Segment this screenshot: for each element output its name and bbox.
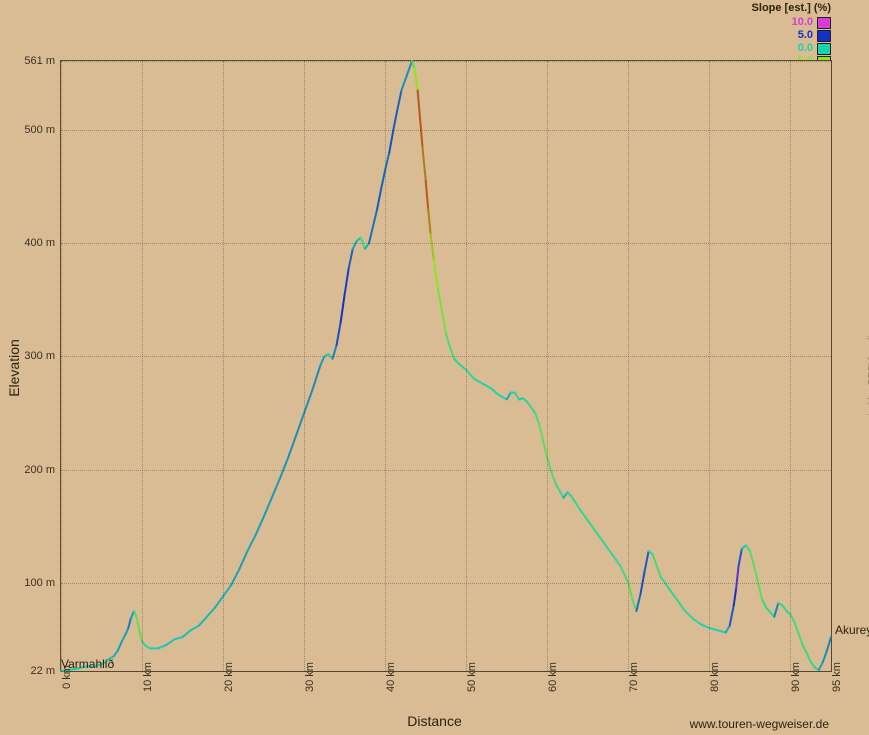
y-tick-label: 300 m: [24, 350, 55, 362]
legend-swatch: [817, 17, 831, 29]
credit-bottom: www.touren-wegweiser.de: [690, 717, 829, 731]
x-tick-label: 95 km: [831, 662, 843, 692]
x-tick-label: 30 km: [304, 662, 316, 692]
y-tick-label: 500 m: [24, 124, 55, 136]
legend-item: 0.0: [752, 42, 831, 55]
x-tick-label: 20 km: [223, 662, 235, 692]
legend-swatch: [817, 30, 831, 42]
legend-swatch: [817, 43, 831, 55]
x-tick-label: 40 km: [385, 662, 397, 692]
y-tick-label: 561 m: [24, 55, 55, 67]
x-axis-label: Distance: [407, 713, 461, 729]
waypoint-label: Varmahlið: [61, 657, 114, 671]
legend-item: 5.0: [752, 29, 831, 42]
x-tick-label: 90 km: [790, 662, 802, 692]
x-tick-label: 60 km: [547, 662, 559, 692]
legend-item: 10.0: [752, 16, 831, 29]
x-tick-label: 10 km: [142, 662, 154, 692]
waypoint-label: Akureyri: [835, 623, 869, 637]
legend-value: 5.0: [798, 29, 813, 42]
y-tick-label: 200 m: [24, 464, 55, 476]
y-tick-label: 100 m: [24, 577, 55, 589]
y-tick-label: 400 m: [24, 237, 55, 249]
legend-title: Slope [est.] (%): [752, 2, 831, 14]
legend-value: 0.0: [798, 42, 813, 55]
legend-value: 10.0: [792, 16, 813, 29]
plot-area: 22 m100 m200 m300 m400 m500 m561 m0 km10…: [60, 60, 832, 672]
x-tick-label: 50 km: [466, 662, 478, 692]
x-tick-label: 70 km: [628, 662, 640, 692]
y-tick-label: 22 m: [31, 665, 55, 677]
chart-container: Elevation Distance Slope [est.] (%) 10.0…: [0, 0, 869, 735]
x-tick-label: 80 km: [709, 662, 721, 692]
y-axis-label: Elevation: [6, 339, 22, 397]
elevation-profile-line: [61, 61, 831, 671]
